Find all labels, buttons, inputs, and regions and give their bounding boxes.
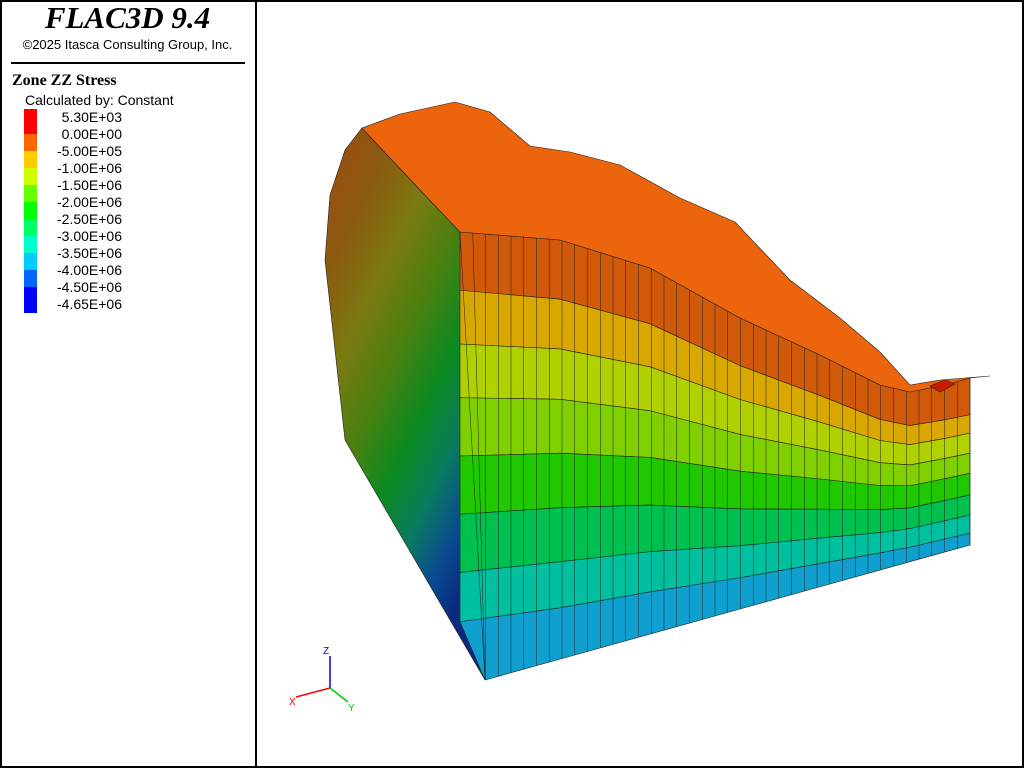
app-title: FLAC3D 9.4: [44, 0, 211, 35]
axis-x-label: X: [289, 697, 296, 708]
legend-swatch: [24, 151, 37, 168]
legend-subtitle: Calculated by: Constant: [25, 92, 174, 108]
legend-title: Zone ZZ Stress: [12, 72, 117, 89]
legend-swatch: [24, 202, 37, 219]
legend-swatch: [24, 168, 37, 185]
legend-label: -2.00E+06: [57, 194, 122, 210]
model-mesh: [324, 101, 991, 681]
legend-swatch: [24, 236, 37, 253]
legend-swatch: [24, 287, 37, 313]
legend-panel: FLAC3D 9.4 ©2025 Itasca Consulting Group…: [0, 0, 257, 768]
mesh-line: [459, 231, 486, 681]
legend-label: -3.50E+06: [57, 245, 122, 261]
top-surface: [361, 101, 991, 393]
divider: [11, 62, 245, 64]
legend-swatch: [24, 270, 37, 287]
legend-label: -1.00E+06: [57, 160, 122, 176]
axis-triad: Z X Y: [289, 646, 355, 714]
axis-z-label: Z: [323, 646, 329, 657]
copyright: ©2025 Itasca Consulting Group, Inc.: [22, 37, 233, 52]
legend-swatch: [24, 185, 37, 202]
legend-label: -4.50E+06: [57, 279, 122, 295]
legend-label: -4.00E+06: [57, 262, 122, 278]
legend-label: -4.65E+06: [57, 296, 122, 312]
legend-label: 5.30E+03: [61, 109, 122, 125]
legend-label: 0.00E+00: [61, 126, 122, 142]
mesh-line: [472, 233, 486, 681]
legend-label: -3.00E+06: [57, 228, 122, 244]
top-peak-red: [929, 379, 956, 393]
legend-swatch: [24, 109, 37, 134]
legend-label: -2.50E+06: [57, 211, 122, 227]
legend-swatch: [24, 253, 37, 270]
axis-y-label: Y: [348, 703, 355, 714]
legend-swatch: [24, 134, 37, 151]
legend-label: -5.00E+05: [57, 143, 122, 159]
model-viewport[interactable]: Z X Y: [258, 2, 1020, 764]
legend-label: -1.50E+06: [57, 177, 122, 193]
legend-swatch: [24, 219, 37, 236]
